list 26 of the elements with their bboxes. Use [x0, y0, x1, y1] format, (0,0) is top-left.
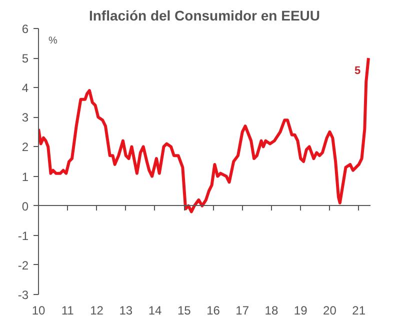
- y-tick-label: -2: [18, 258, 29, 272]
- x-tick-label: 15: [177, 304, 192, 318]
- y-tick-label: 0: [22, 199, 29, 214]
- y-tick-label: 5: [22, 52, 29, 66]
- x-tick-label: 21: [352, 304, 366, 318]
- y-tick-label: -1: [18, 228, 29, 243]
- chart-title: Inflación del Consumidor en EEUU: [88, 8, 320, 24]
- x-tick-label: 13: [119, 304, 133, 318]
- x-tick-label: 10: [32, 304, 46, 318]
- annotation: 5: [354, 65, 361, 78]
- x-tick-label: 19: [294, 304, 308, 318]
- x-tick-label: 16: [206, 304, 220, 318]
- y-tick-label: 1: [22, 170, 29, 184]
- y-tick-label: -3: [18, 288, 29, 302]
- x-tick-label: 18: [264, 304, 278, 318]
- x-tick-label: 14: [148, 304, 162, 318]
- x-tick-label: 11: [61, 304, 74, 318]
- x-tick-label: 12: [90, 304, 104, 318]
- y-tick-label: 6: [22, 22, 29, 36]
- line-series: [38, 56, 370, 214]
- x-tick-label: 20: [323, 304, 337, 318]
- y-tick-label: 2: [22, 140, 29, 154]
- y-tick-label: 3: [22, 110, 29, 125]
- x-tick-label: 17: [236, 304, 250, 318]
- y-axis-title: %: [48, 36, 58, 46]
- y-tick-label: 4: [22, 81, 29, 96]
